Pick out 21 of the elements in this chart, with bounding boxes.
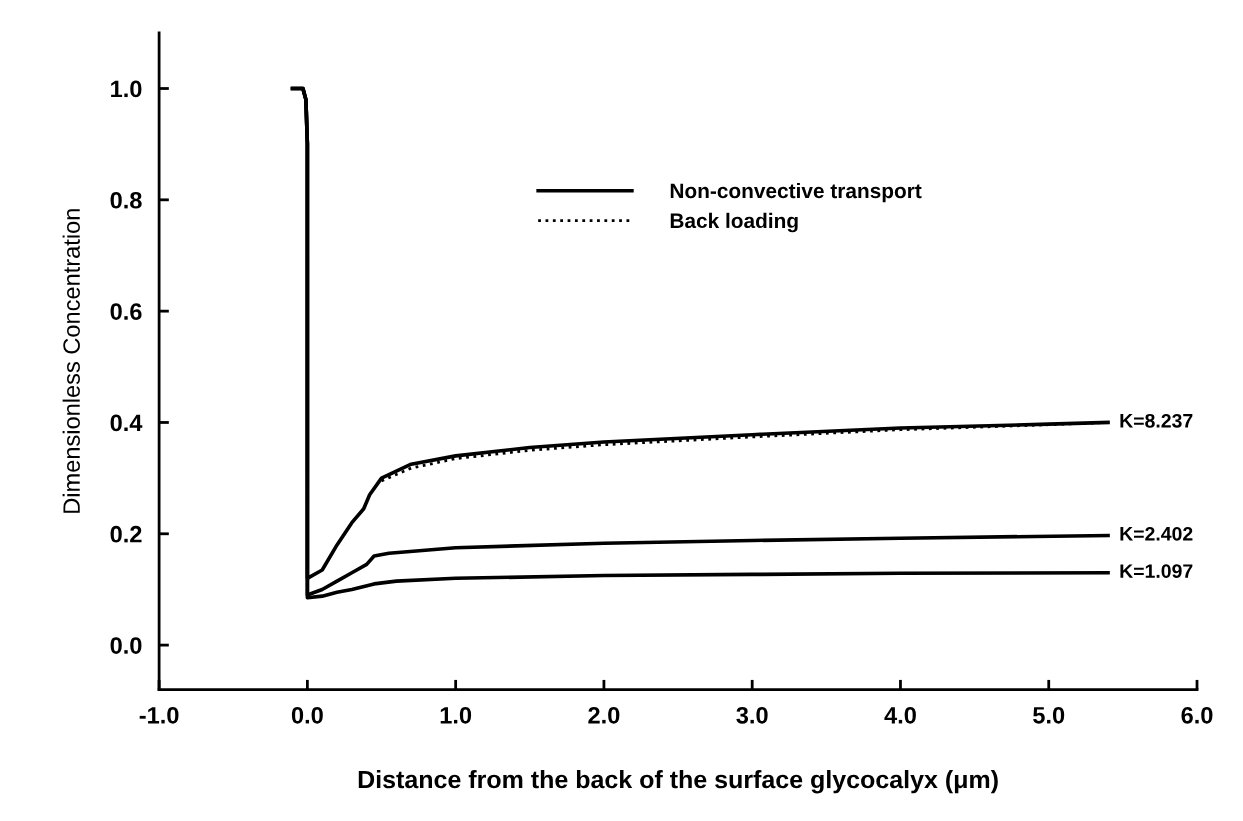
x-tick-label: 0.0 — [291, 706, 323, 724]
y-tick-label: 1.0 — [111, 80, 142, 98]
series-label: K=2.402 — [1120, 526, 1193, 541]
y-tick-label: 0.0 — [110, 637, 142, 654]
x-tick-label: 3.0 — [736, 706, 768, 724]
y-tick-label: 0.4 — [110, 414, 143, 432]
y-tick-label: 0.2 — [110, 525, 142, 543]
x-tick-label: 2.0 — [588, 706, 620, 724]
y-axis-title: Dimensionless Concentration — [62, 209, 80, 513]
x-tick-label: 6.0 — [1181, 706, 1213, 724]
annotation: Non-convective transport — [670, 182, 922, 203]
x-tick-label: -1.0 — [139, 706, 179, 724]
x-tick-label: 1.0 — [440, 706, 472, 724]
series-label: K=8.237 — [1120, 413, 1193, 428]
series-label: K=1.097 — [1120, 564, 1193, 578]
x-tick-label: 5.0 — [1033, 706, 1065, 724]
x-tick-label: 4.0 — [884, 706, 916, 724]
y-tick-label: 0.6 — [110, 303, 142, 320]
y-tick-label: 0.8 — [110, 191, 142, 209]
x-axis-title: Distance from the back of the surface glycocalyx (μm) — [358, 769, 998, 794]
legend-label: Back loading — [670, 212, 798, 233]
